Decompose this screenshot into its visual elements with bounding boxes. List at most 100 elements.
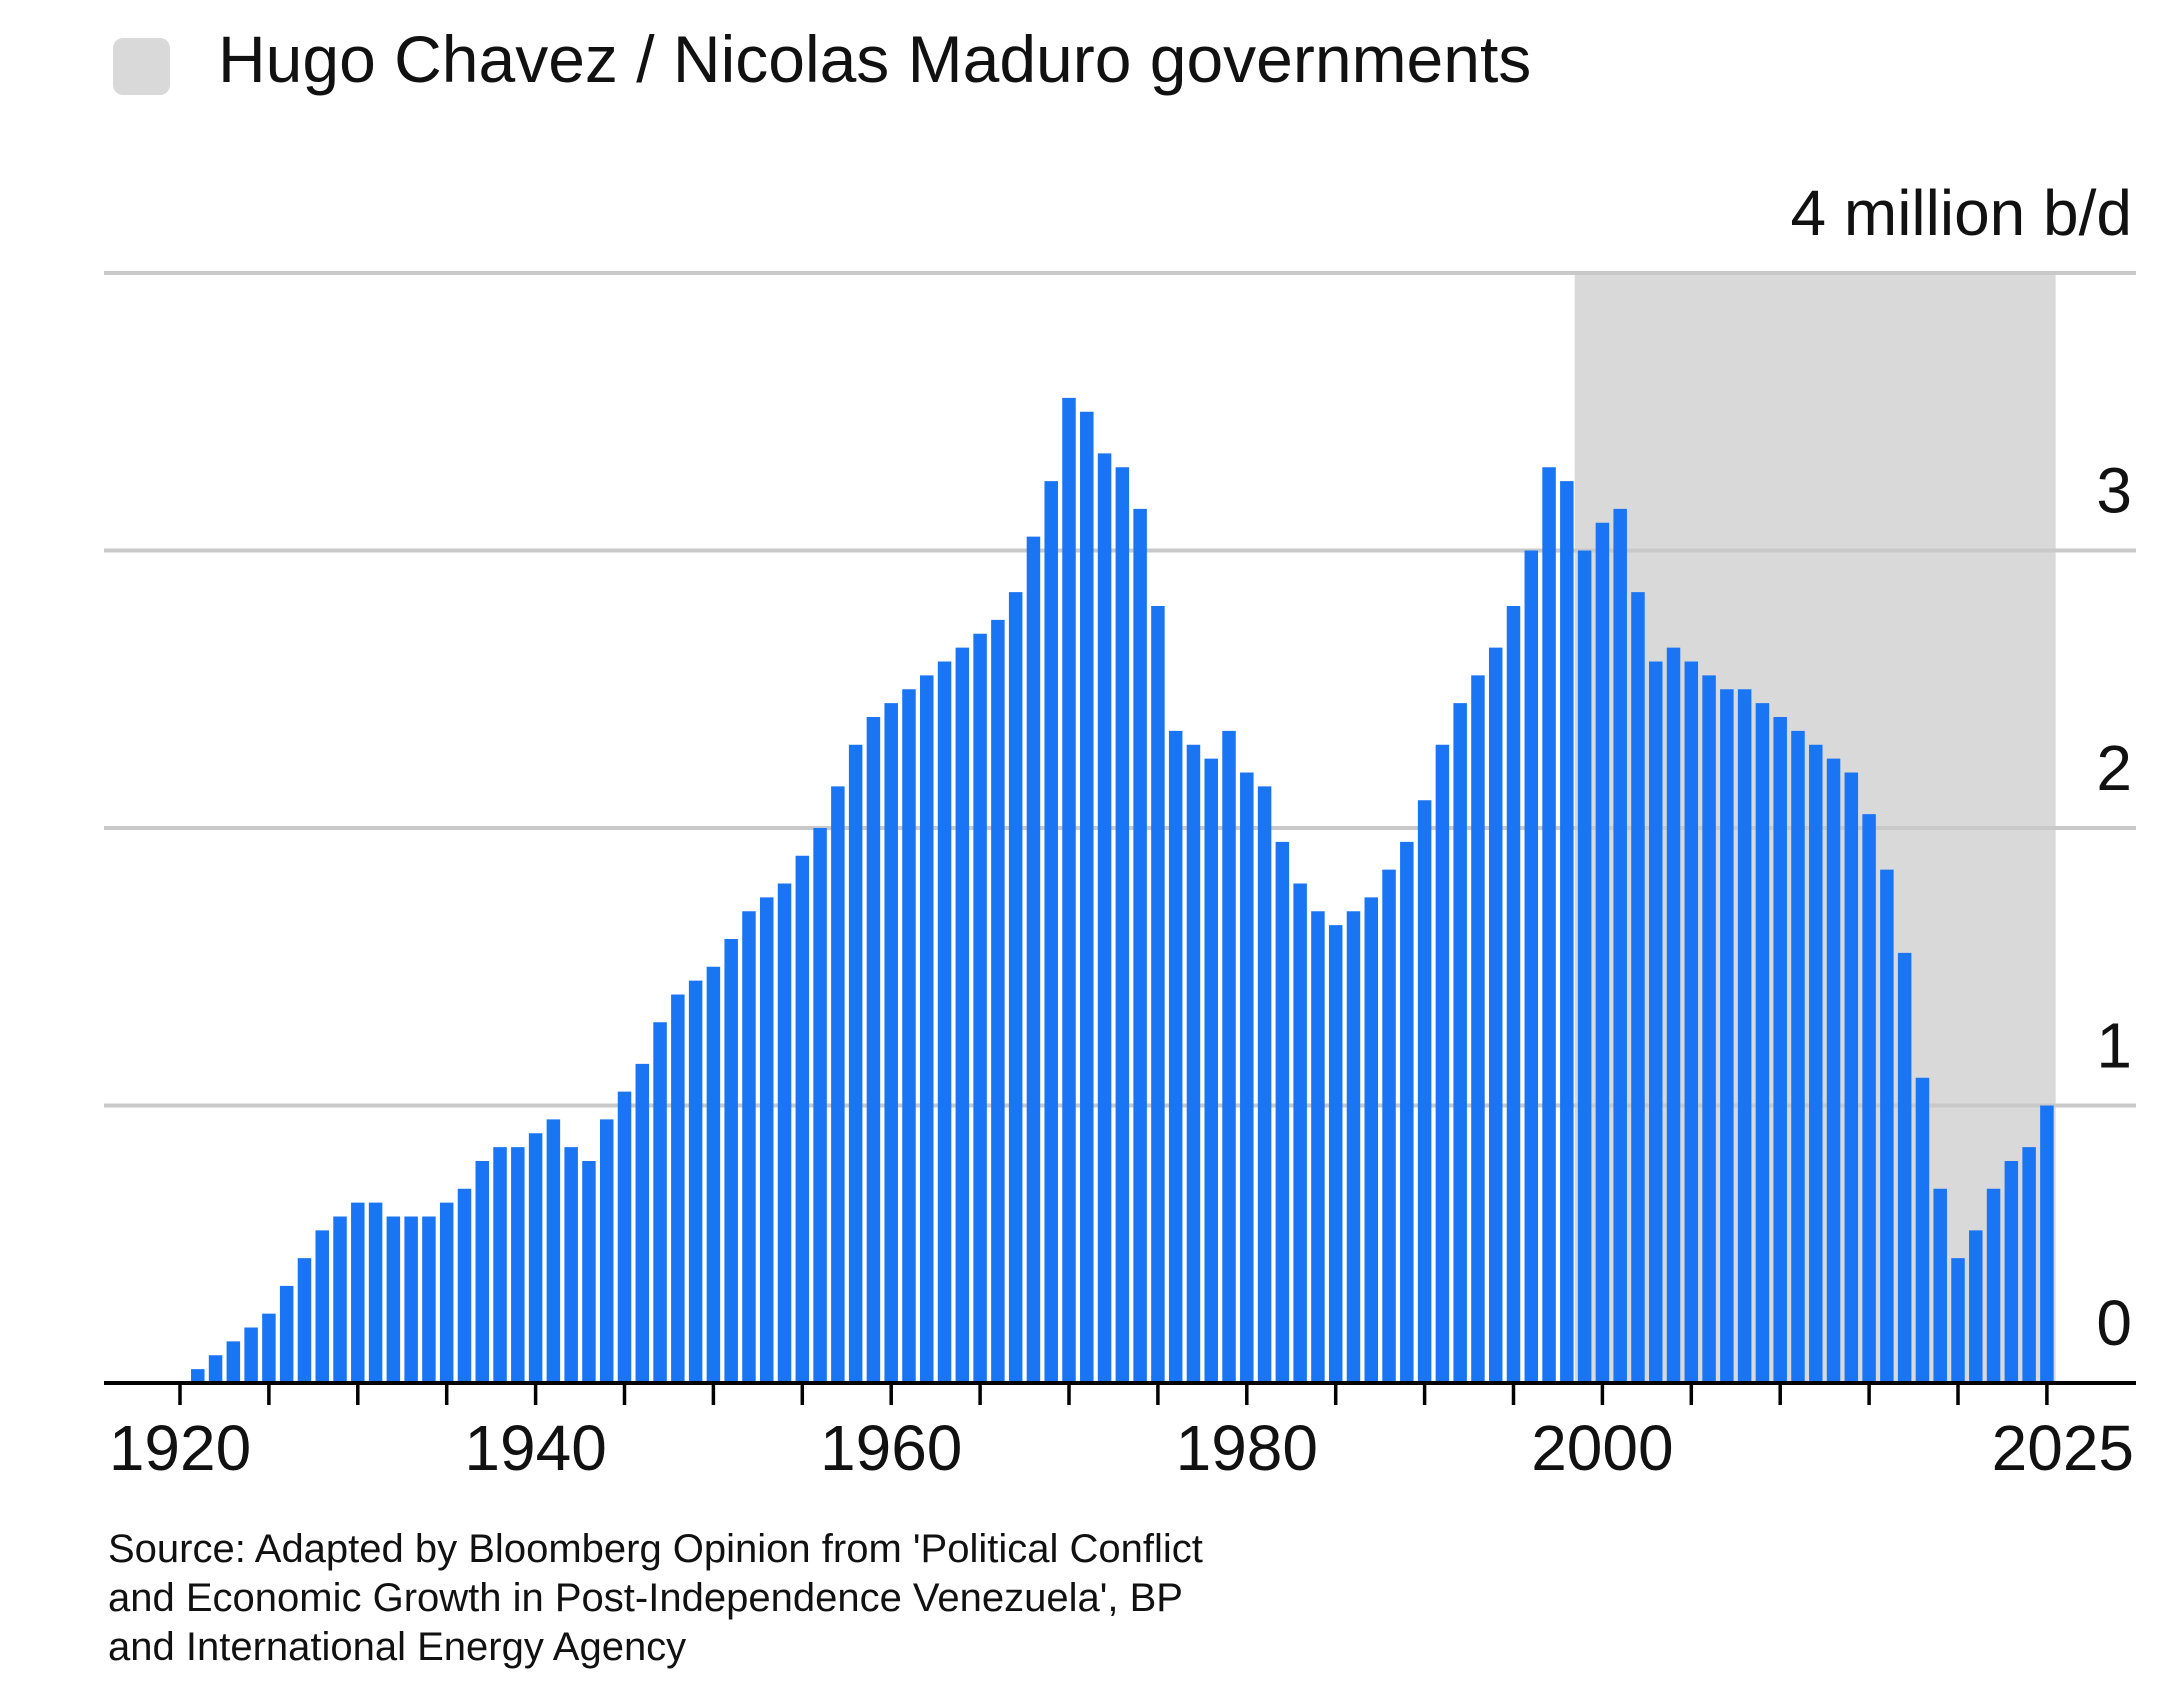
bar-1976: [1168, 730, 1183, 1383]
bar-2014: [1844, 772, 1859, 1383]
bar-1970: [1062, 397, 1076, 1383]
bar-1952: [742, 911, 756, 1383]
bar-2008: [1737, 689, 1752, 1383]
bar-1936: [457, 1188, 472, 1383]
y-tick-label-2: 2: [2096, 732, 2132, 804]
bar-1921: [191, 1369, 205, 1383]
bar-1933: [404, 1216, 418, 1383]
bar-1947: [653, 1022, 667, 1383]
bar-1989: [1400, 841, 1414, 1383]
bar-1962: [920, 675, 934, 1383]
bar-1981: [1257, 786, 1272, 1383]
bar-1972: [1097, 453, 1112, 1383]
bar-1930: [351, 1202, 365, 1383]
bar-1954: [777, 883, 792, 1383]
bar-2001: [1613, 508, 1627, 1383]
bar-2021: [1969, 1230, 1983, 1383]
bar-1941: [546, 1119, 561, 1383]
bar-1990: [1417, 800, 1432, 1383]
bar-2022: [1986, 1188, 2001, 1383]
bar-1927: [297, 1258, 312, 1383]
bar-2004: [1666, 647, 1681, 1383]
bar-1985: [1328, 925, 1343, 1383]
bar-1937: [475, 1161, 490, 1383]
source-line-1: Source: Adapted by Bloomberg Opinion fro…: [108, 1527, 1203, 1571]
bar-2011: [1791, 730, 1805, 1383]
bar-2016: [1880, 869, 1894, 1383]
bar-1958: [848, 744, 863, 1383]
y-tick-label-0: 0: [2096, 1287, 2132, 1359]
bar-1946: [635, 1063, 650, 1383]
bar-1938: [493, 1147, 507, 1383]
legend-swatch: [113, 38, 170, 95]
y-axis-unit-label: 4 million b/d: [1791, 177, 2133, 249]
bar-2012: [1809, 744, 1823, 1383]
bar-2015: [1862, 814, 1876, 1383]
bar-1983: [1293, 883, 1307, 1383]
x-tick-label-2025: 2025: [1992, 1412, 2134, 1484]
x-tick-label-1940: 1940: [464, 1412, 606, 1484]
bar-1965: [973, 633, 987, 1383]
bar-1957: [831, 786, 845, 1383]
bar-1982: [1275, 841, 1290, 1383]
bar-1974: [1133, 508, 1147, 1383]
bar-1967: [1008, 592, 1023, 1383]
bar-1925: [262, 1313, 276, 1383]
bar-1994: [1488, 647, 1503, 1383]
bar-1948: [671, 994, 685, 1383]
source-line-3: and International Energy Agency: [108, 1625, 686, 1669]
bar-1993: [1471, 675, 1485, 1383]
bar-1944: [599, 1119, 614, 1383]
legend-label: Hugo Chavez / Nicolas Maduro governments: [218, 22, 1531, 96]
bar-1999: [1577, 550, 1592, 1383]
bar-1980: [1240, 772, 1254, 1383]
bar-2018: [1915, 1077, 1930, 1383]
bar-1964: [955, 647, 970, 1383]
bar-2003: [1648, 661, 1663, 1383]
bar-2017: [1897, 952, 1912, 1383]
bar-1955: [795, 855, 810, 1383]
bar-1950: [706, 966, 721, 1383]
bar-2024: [2022, 1147, 2036, 1383]
bar-1978: [1204, 758, 1218, 1383]
source-line-2: and Economic Growth in Post-Independence…: [108, 1576, 1183, 1620]
bar-1932: [386, 1216, 401, 1383]
x-tick-label-1920: 1920: [109, 1412, 251, 1484]
bar-1984: [1311, 911, 1325, 1383]
bar-1973: [1115, 467, 1130, 1383]
bar-1951: [724, 939, 738, 1383]
bar-2005: [1684, 661, 1699, 1383]
bar-1943: [582, 1161, 596, 1383]
y-axis-labels: 0 1 2 3: [2096, 455, 2132, 1360]
bar-1959: [866, 717, 881, 1383]
bars: [191, 397, 2054, 1383]
bar-2009: [1755, 703, 1770, 1383]
bar-1987: [1364, 897, 1379, 1383]
bar-1949: [688, 980, 703, 1383]
bar-1988: [1382, 869, 1396, 1383]
bar-1963: [937, 661, 952, 1383]
bar-1968: [1026, 536, 1041, 1383]
bar-1928: [315, 1230, 329, 1383]
bar-1935: [439, 1202, 454, 1383]
bar-2013: [1826, 758, 1841, 1383]
bar-1977: [1186, 744, 1201, 1383]
bar-1939: [511, 1147, 525, 1383]
bar-2023: [2004, 1161, 2019, 1383]
bar-1960: [884, 703, 898, 1383]
bar-1975: [1151, 606, 1165, 1383]
bar-1923: [226, 1341, 241, 1383]
bar-1931: [368, 1202, 383, 1383]
source-note: Source: Adapted by Bloomberg Opinion fro…: [108, 1527, 1203, 1669]
bar-1961: [902, 689, 916, 1383]
bar-1986: [1346, 911, 1361, 1383]
bar-1991: [1435, 744, 1450, 1383]
y-tick-label-3: 3: [2096, 455, 2132, 527]
bar-1956: [813, 828, 827, 1383]
bar-2020: [1951, 1258, 1965, 1383]
bar-1926: [279, 1285, 294, 1383]
bar-1942: [564, 1147, 578, 1383]
bar-1934: [422, 1216, 436, 1383]
bar-2006: [1702, 675, 1716, 1383]
